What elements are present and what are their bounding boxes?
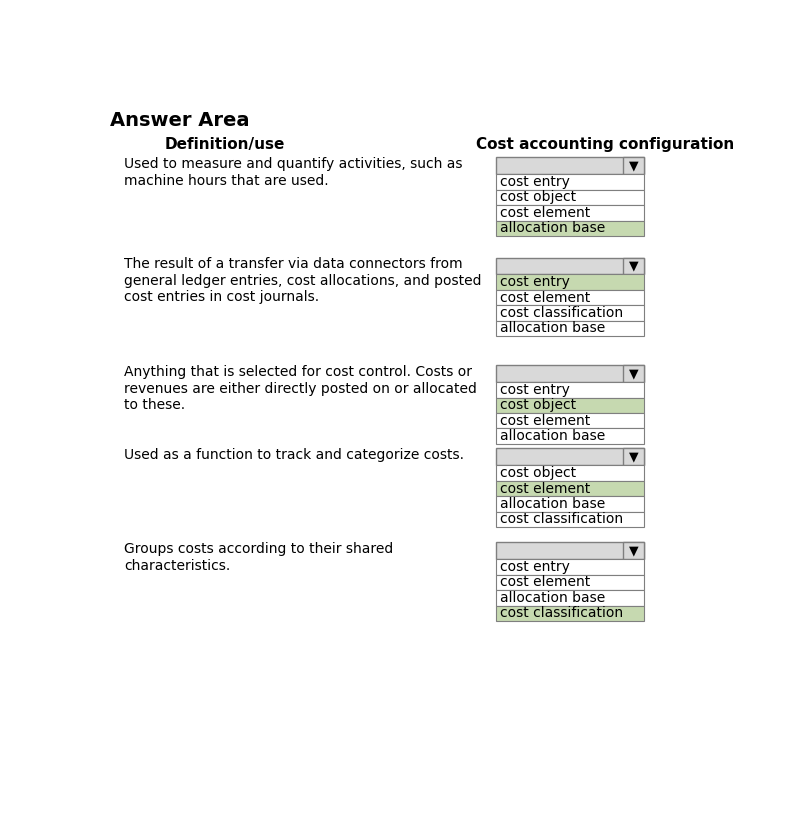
Bar xyxy=(496,157,643,175)
Text: ▼: ▼ xyxy=(629,545,638,557)
Text: ▼: ▼ xyxy=(629,260,638,273)
Text: cost entry: cost entry xyxy=(500,560,570,574)
Text: Answer Area: Answer Area xyxy=(111,111,250,130)
Text: cost object: cost object xyxy=(500,398,576,412)
Text: cost classification: cost classification xyxy=(500,306,623,320)
Text: cost object: cost object xyxy=(500,190,576,204)
Bar xyxy=(496,559,643,575)
Text: Used as a function to track and categorize costs.: Used as a function to track and categori… xyxy=(124,448,465,462)
Text: cost element: cost element xyxy=(500,206,591,220)
Text: ▼: ▼ xyxy=(629,159,638,172)
Bar xyxy=(496,496,643,512)
Bar xyxy=(496,398,643,413)
Bar xyxy=(496,258,643,274)
Text: The result of a transfer via data connectors from
general ledger entries, cost a: The result of a transfer via data connec… xyxy=(124,258,482,304)
Text: cost entry: cost entry xyxy=(500,175,570,189)
Bar xyxy=(623,258,643,274)
Bar xyxy=(623,157,643,175)
Bar xyxy=(496,175,643,190)
Bar xyxy=(496,448,643,466)
Bar xyxy=(496,274,643,290)
Text: Definition/use: Definition/use xyxy=(165,137,285,152)
Text: allocation base: allocation base xyxy=(500,497,605,511)
Text: cost element: cost element xyxy=(500,575,591,589)
Text: allocation base: allocation base xyxy=(500,321,605,335)
Text: cost element: cost element xyxy=(500,291,591,305)
Bar xyxy=(496,413,643,428)
Bar xyxy=(496,575,643,590)
Text: allocation base: allocation base xyxy=(500,221,605,235)
Bar xyxy=(496,365,643,382)
Bar xyxy=(496,305,643,321)
Bar xyxy=(623,365,643,382)
Text: Anything that is selected for cost control. Costs or
revenues are either directl: Anything that is selected for cost contr… xyxy=(124,365,478,412)
Text: cost element: cost element xyxy=(500,414,591,428)
Text: Cost accounting configuration: Cost accounting configuration xyxy=(476,137,734,152)
Text: cost classification: cost classification xyxy=(500,513,623,527)
Bar xyxy=(496,466,643,480)
Bar xyxy=(496,542,643,559)
Bar xyxy=(496,290,643,305)
Bar xyxy=(496,221,643,236)
Bar xyxy=(496,382,643,398)
Bar xyxy=(496,428,643,444)
Text: cost entry: cost entry xyxy=(500,383,570,397)
Bar xyxy=(496,205,643,221)
Text: allocation base: allocation base xyxy=(500,429,605,443)
Text: cost element: cost element xyxy=(500,481,591,495)
Bar xyxy=(496,190,643,205)
Bar xyxy=(496,480,643,496)
Text: cost object: cost object xyxy=(500,466,576,480)
Bar xyxy=(496,590,643,606)
Bar xyxy=(623,448,643,466)
Text: allocation base: allocation base xyxy=(500,591,605,605)
Bar xyxy=(623,542,643,559)
Text: ▼: ▼ xyxy=(629,451,638,463)
Text: cost classification: cost classification xyxy=(500,606,623,620)
Text: cost entry: cost entry xyxy=(500,275,570,289)
Bar xyxy=(496,321,643,336)
Bar xyxy=(496,606,643,621)
Text: Groups costs according to their shared
characteristics.: Groups costs according to their shared c… xyxy=(124,542,393,573)
Bar xyxy=(496,512,643,527)
Text: ▼: ▼ xyxy=(629,368,638,380)
Text: Used to measure and quantify activities, such as
machine hours that are used.: Used to measure and quantify activities,… xyxy=(124,157,463,188)
